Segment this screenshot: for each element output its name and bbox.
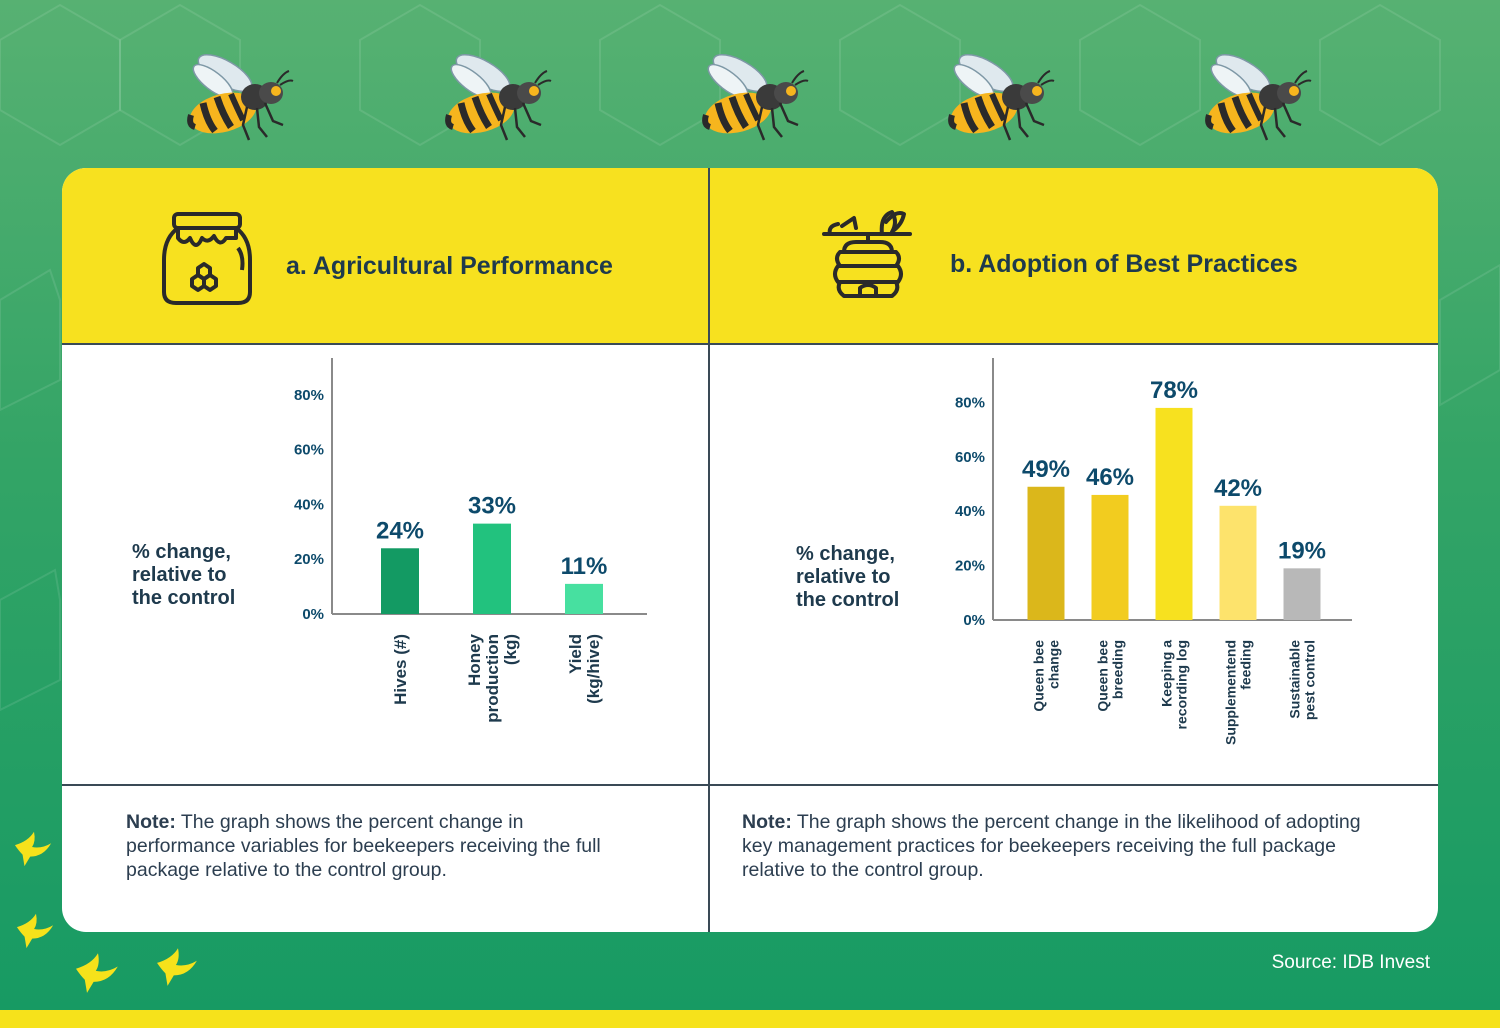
bee-icon — [185, 45, 295, 150]
bird-icon — [14, 831, 52, 867]
x-tick-label-line: Queen bee — [1030, 640, 1046, 712]
source-label: Source: IDB Invest — [1271, 952, 1430, 973]
x-tick-label: Honeyproduction(kg) — [465, 633, 520, 722]
y-tick-label: 60% — [955, 449, 985, 466]
x-tick-label-line: change — [1045, 640, 1061, 689]
panel-b-title: b. Adoption of Best Practices — [950, 250, 1298, 278]
y-axis-label: % change, relative to the control — [132, 541, 235, 609]
data-label: 11% — [561, 553, 608, 580]
x-tick-label-line: recording log — [1173, 640, 1189, 729]
y-axis-label: % change, relative to the control — [796, 543, 899, 611]
panel-divider — [708, 168, 710, 932]
x-tick-label-line: pest control — [1301, 640, 1317, 720]
bar — [473, 523, 511, 614]
x-tick-label: Queen beebreeding — [1094, 640, 1125, 712]
x-tick-label-line: (kg) — [501, 634, 520, 665]
note-a-text: The graph shows the percent change in pe… — [126, 811, 601, 881]
bird-icon — [76, 953, 118, 993]
data-label: 24% — [376, 517, 424, 544]
bar — [565, 583, 603, 614]
x-tick-label-line: Hives (#) — [391, 634, 410, 705]
bird-icon — [16, 913, 54, 949]
bar — [1283, 568, 1321, 620]
y-tick-label: 40% — [294, 496, 324, 513]
bee-icon — [1203, 45, 1313, 150]
y-tick-label: 80% — [294, 387, 324, 404]
bee-icon — [946, 45, 1056, 150]
bottom-strip — [0, 1010, 1500, 1028]
data-label: 33% — [468, 493, 516, 520]
note-b-text: The graph shows the percent change in th… — [742, 811, 1361, 881]
panel-a-title: a. Agricultural Performance — [286, 252, 613, 280]
y-axis-label-line: relative to — [796, 566, 890, 588]
chart-agricultural-performance: % change, relative to the control 0% 20% 40% 6… — [132, 358, 647, 723]
note-a-label: Note: — [126, 811, 176, 833]
y-tick-label: 80% — [955, 394, 985, 411]
x-tick-label: Yield(kg/hive) — [566, 634, 603, 704]
x-tick-label-line: breeding — [1109, 640, 1125, 699]
header-divider — [62, 343, 1438, 345]
y-axis-label-line: the control — [796, 589, 899, 611]
y-tick-label: 0% — [963, 612, 985, 629]
chart-best-practices: % change, relative to the control 0% 20% 40% 6… — [796, 358, 1352, 745]
infographic-card: a. Agricultural Performance b. Adoption … — [62, 168, 1438, 932]
x-tick-label-line: Supplementend — [1222, 640, 1238, 745]
y-tick-label: 0% — [302, 606, 324, 623]
x-tick-label-line: Keeping a — [1158, 640, 1174, 707]
bee-icon — [443, 45, 553, 150]
y-tick-label: 40% — [955, 503, 985, 520]
note-a: Note: The graph shows the percent change… — [126, 810, 626, 882]
bar — [1027, 486, 1065, 620]
card-header — [62, 168, 1438, 344]
note-divider — [62, 784, 1438, 786]
y-axis-label-line: relative to — [132, 564, 226, 586]
x-tick-label: Sustainablepest control — [1286, 640, 1317, 720]
y-tick-label: 60% — [294, 442, 324, 459]
y-axis-label-line: the control — [132, 587, 235, 609]
data-label: 19% — [1278, 537, 1326, 564]
bar — [1155, 407, 1193, 620]
y-axis-label-line: % change, — [796, 543, 895, 565]
data-label: 42% — [1214, 475, 1262, 502]
beehive-icon — [822, 210, 912, 298]
bar — [1219, 505, 1257, 620]
bird-icon — [157, 948, 197, 986]
note-b-label: Note: — [742, 811, 792, 833]
x-tick-label-line: Yield — [566, 634, 585, 674]
x-tick-label-line: (kg/hive) — [584, 634, 603, 704]
data-label: 49% — [1022, 456, 1070, 483]
y-axis-label-line: % change, — [132, 541, 231, 563]
honey-jar-icon — [162, 212, 252, 305]
x-tick-label: Queen beechange — [1030, 640, 1061, 712]
y-tick-label: 20% — [294, 551, 324, 568]
x-tick-label: Supplementendfeeding — [1222, 640, 1253, 745]
bar — [381, 548, 419, 614]
data-label: 46% — [1086, 464, 1134, 491]
bar — [1091, 494, 1129, 620]
x-tick-label: Keeping arecording log — [1158, 640, 1189, 730]
bee-icon — [700, 45, 810, 150]
x-tick-label-line: Honey — [465, 633, 484, 686]
x-tick-label: Hives (#) — [391, 634, 410, 705]
x-tick-label-line: feeding — [1237, 640, 1253, 690]
x-tick-label-line: production — [483, 634, 502, 723]
x-tick-label-line: Sustainable — [1286, 640, 1302, 719]
x-tick-label-line: Queen bee — [1094, 640, 1110, 712]
data-label: 78% — [1150, 377, 1198, 404]
y-tick-label: 20% — [955, 558, 985, 575]
note-b: Note: The graph shows the percent change… — [742, 810, 1392, 882]
